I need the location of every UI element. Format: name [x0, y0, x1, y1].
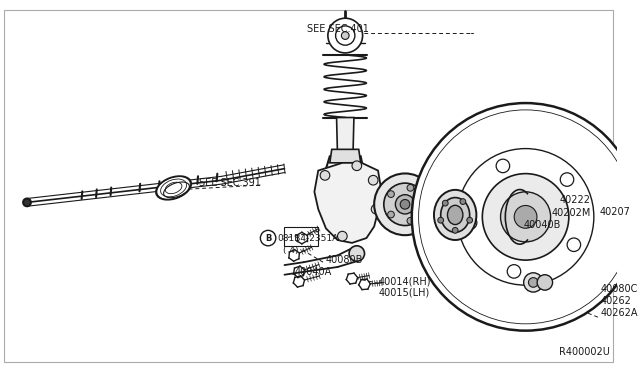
Circle shape	[467, 217, 472, 223]
Text: 40207: 40207	[600, 207, 630, 217]
Circle shape	[514, 205, 537, 228]
Circle shape	[419, 110, 632, 324]
Circle shape	[369, 175, 378, 185]
Ellipse shape	[156, 176, 191, 200]
Circle shape	[438, 217, 444, 223]
Polygon shape	[330, 149, 361, 163]
Text: R400002U: R400002U	[559, 347, 609, 357]
Text: 40015(LH): 40015(LH)	[379, 287, 430, 297]
Ellipse shape	[434, 190, 476, 240]
Circle shape	[442, 200, 448, 206]
Circle shape	[560, 173, 574, 186]
Circle shape	[412, 103, 639, 331]
Text: 40080C: 40080C	[601, 284, 638, 294]
Circle shape	[23, 199, 31, 206]
Circle shape	[529, 278, 538, 287]
Circle shape	[335, 26, 355, 45]
Text: 40040B: 40040B	[524, 219, 561, 230]
Circle shape	[260, 230, 276, 246]
Circle shape	[384, 183, 426, 225]
Polygon shape	[337, 118, 354, 156]
Text: 081B4-2351A: 081B4-2351A	[278, 234, 339, 243]
Text: 40014(RH): 40014(RH)	[379, 276, 431, 286]
Circle shape	[371, 204, 381, 214]
Polygon shape	[314, 163, 381, 243]
Circle shape	[452, 227, 458, 233]
Circle shape	[500, 192, 550, 242]
Circle shape	[396, 195, 415, 214]
Text: 40222: 40222	[559, 195, 590, 205]
Ellipse shape	[447, 205, 463, 225]
Text: 40202M: 40202M	[552, 208, 591, 218]
Circle shape	[567, 238, 580, 251]
Circle shape	[537, 275, 552, 290]
Circle shape	[483, 174, 569, 260]
Circle shape	[341, 32, 349, 39]
Ellipse shape	[441, 198, 470, 232]
Circle shape	[407, 218, 414, 224]
Circle shape	[407, 185, 414, 191]
Text: SEE SEC.391: SEE SEC.391	[198, 178, 260, 188]
Circle shape	[524, 273, 543, 292]
Circle shape	[374, 173, 436, 235]
Circle shape	[400, 199, 410, 209]
Circle shape	[337, 231, 347, 241]
Text: 40262A: 40262A	[601, 308, 638, 318]
Text: 40262: 40262	[601, 296, 632, 306]
Text: B: B	[265, 234, 271, 243]
Circle shape	[508, 264, 521, 278]
Circle shape	[352, 161, 362, 171]
Circle shape	[320, 171, 330, 180]
Circle shape	[496, 159, 509, 173]
Circle shape	[419, 201, 426, 208]
Text: SEE SEC.401: SEE SEC.401	[307, 24, 369, 34]
Circle shape	[388, 191, 394, 198]
Text: 40080B: 40080B	[326, 255, 364, 265]
Text: 40040A: 40040A	[294, 267, 332, 277]
Text: ( 4): ( 4)	[282, 246, 298, 255]
Circle shape	[463, 216, 477, 230]
Circle shape	[460, 199, 466, 205]
Circle shape	[388, 211, 394, 218]
Circle shape	[349, 246, 365, 261]
Circle shape	[328, 18, 363, 53]
